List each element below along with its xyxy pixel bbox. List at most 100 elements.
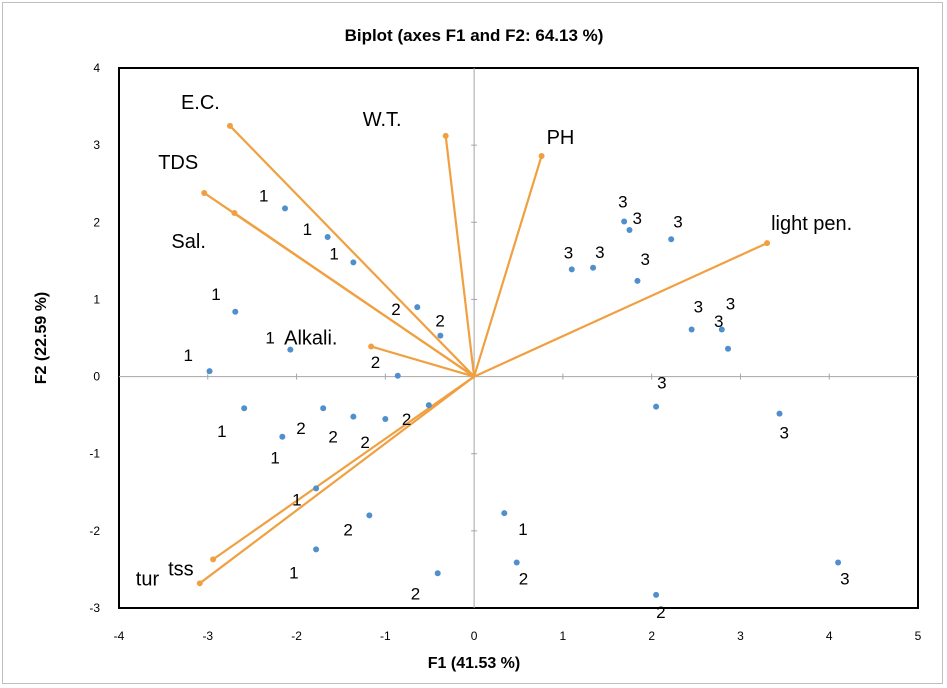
observation-point: [776, 410, 783, 417]
observation-point: [718, 326, 725, 333]
observation-point: [350, 259, 357, 266]
zero-axes: [119, 68, 918, 608]
observation-label: 2: [402, 410, 411, 429]
observation-point: [513, 559, 520, 566]
x-tick-label: -2: [291, 629, 302, 643]
observation-label: 1: [329, 244, 338, 263]
observation-label: 3: [618, 193, 627, 212]
observation-label: 1: [303, 220, 312, 239]
variable-vector-end: [368, 343, 375, 350]
observation-point: [313, 546, 320, 553]
observation-label: 1: [184, 346, 193, 365]
observation-point: [287, 346, 294, 353]
observation-label: 2: [519, 569, 528, 588]
observation-point: [653, 591, 660, 598]
observation-point: [501, 510, 508, 517]
observation-point: [688, 326, 695, 333]
variable-vector: [370, 345, 475, 378]
x-tick-label: -3: [202, 629, 213, 643]
y-tick-label: -3: [89, 601, 100, 615]
variable-vector: [199, 375, 475, 585]
variable-label: Alkali.: [284, 327, 337, 349]
observation-point: [590, 264, 597, 271]
variable-label: Sal.: [171, 231, 205, 253]
observation-point: [232, 308, 239, 315]
variable-vector-end: [442, 132, 449, 139]
x-tick-label: 4: [826, 629, 833, 643]
observation-label: 2: [328, 428, 337, 447]
observation-point: [382, 416, 389, 422]
observation-point: [626, 227, 633, 233]
variable-vector-end: [196, 580, 203, 587]
observation-label: 2: [371, 353, 380, 372]
variable-vector: [233, 212, 475, 378]
observation-label: 1: [265, 329, 274, 348]
observation-label: 3: [564, 243, 573, 262]
variable-label: tss: [168, 558, 194, 580]
observation-label: 2: [391, 300, 400, 319]
observation-label: 1: [211, 285, 220, 304]
variable-vector-end: [538, 152, 545, 159]
variable-vector: [229, 125, 475, 378]
y-tick-label: -1: [89, 447, 100, 461]
y-tick-label: 1: [93, 292, 100, 306]
x-tick-label: -1: [380, 629, 391, 643]
observation-point: [437, 332, 444, 339]
variable-label: PH: [547, 127, 575, 149]
x-tick-label: 0: [471, 629, 478, 643]
variable-vector: [473, 155, 543, 377]
y-tick-label: 4: [93, 61, 100, 75]
observation-point: [241, 405, 248, 412]
x-tick-label: 2: [648, 629, 655, 643]
observation-label: 1: [289, 563, 298, 582]
variable-vector-end: [226, 122, 233, 129]
observation-label: 2: [435, 312, 444, 331]
observation-point: [434, 570, 441, 577]
observation-point: [350, 413, 357, 420]
y-tick-label: -2: [89, 524, 100, 538]
observation-label: 3: [657, 374, 666, 393]
observation-label: 3: [840, 569, 849, 588]
observation-label: 3: [640, 250, 649, 269]
observation-label: 1: [518, 520, 527, 539]
observation-label: 3: [595, 243, 604, 262]
observation-point: [414, 304, 421, 311]
observation-point: [394, 372, 401, 379]
variable-vector-end: [764, 240, 771, 247]
variable-label: W.T.: [363, 109, 402, 131]
observation-label: 2: [656, 603, 665, 622]
observation-point: [313, 485, 320, 492]
x-axis-title: F1 (41.53 %): [428, 655, 520, 672]
variable-vector-end: [231, 210, 238, 217]
observation-label: 3: [714, 312, 723, 331]
y-tick-label: 2: [93, 215, 100, 229]
observation-point: [366, 512, 373, 519]
y-axis-title: F2 (22.59 %): [33, 292, 50, 384]
variable-vector: [473, 242, 768, 378]
variable-vector: [444, 135, 476, 377]
variable-vector-end: [210, 556, 217, 563]
observation-point: [282, 205, 289, 212]
x-tick-label: 3: [737, 629, 744, 643]
x-tick-label: 5: [915, 629, 922, 643]
observation-point: [725, 345, 732, 352]
observation-label: 2: [411, 584, 420, 603]
variable-label: TDS: [158, 152, 198, 174]
observation-label: 1: [259, 186, 268, 205]
observation-label: 2: [360, 433, 369, 452]
observation-label: 2: [296, 419, 305, 438]
variable-label: light pen.: [771, 213, 852, 235]
observation-label: 3: [726, 295, 735, 314]
observation-point: [568, 266, 575, 273]
observation-point: [320, 405, 327, 412]
observation-point: [206, 368, 213, 375]
observation-point: [835, 559, 842, 566]
observation-label: 1: [270, 449, 279, 468]
observation-point: [621, 218, 628, 225]
observation-point: [324, 233, 331, 240]
